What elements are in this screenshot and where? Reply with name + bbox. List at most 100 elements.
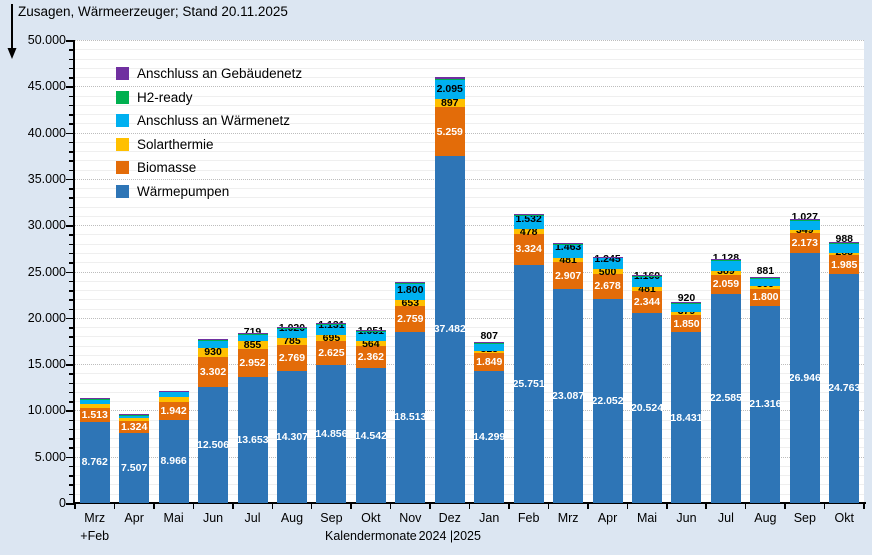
bar-segment-w-rmepumpen <box>198 387 229 503</box>
data-label: 920 <box>677 291 696 304</box>
gridline-minor <box>75 95 864 97</box>
y-tick-label: 20.000 <box>27 310 66 325</box>
legend-swatch-icon <box>116 161 129 175</box>
bar-segment-solarthermie <box>829 252 860 256</box>
y-tick <box>69 401 73 403</box>
y-tick <box>69 336 73 338</box>
bar-segment-w-rmepumpen <box>434 155 465 503</box>
gridline-minor <box>75 151 864 153</box>
y-tick <box>69 299 73 301</box>
x-tick <box>508 504 510 509</box>
gridline-major <box>75 225 864 227</box>
bar-segment-solarthermie <box>592 269 623 274</box>
data-label: 22.052 <box>591 394 624 407</box>
bar-segment-w-rmepumpen <box>829 273 860 503</box>
bar-segment-h2-ready <box>316 323 347 325</box>
gridline-minor <box>75 234 864 236</box>
y-tick-label: 10.000 <box>27 403 66 418</box>
bar-segment-anschluss-an-w-rmenetz <box>789 220 820 231</box>
data-label: 26.946 <box>788 372 821 385</box>
data-label: 14.299 <box>473 430 506 443</box>
bar-segment-solarthermie <box>553 257 584 263</box>
bar-segment-h2-ready <box>789 220 820 221</box>
bar-segment-h2-ready <box>119 414 150 416</box>
bar-segment-w-rmepumpen <box>474 370 505 503</box>
data-label: 8.966 <box>160 455 187 468</box>
bar-segment-h2-ready <box>158 391 189 392</box>
data-label: 2.678 <box>594 280 621 293</box>
y-tick <box>69 373 73 375</box>
bar-segment-anschluss-an-w-rmenetz <box>671 303 702 312</box>
y-tick <box>66 178 73 181</box>
gridline-minor <box>75 262 864 264</box>
gridline-minor <box>75 327 864 329</box>
y-tick <box>69 484 73 486</box>
data-label: 2.059 <box>712 278 740 291</box>
bar-segment-biomasse <box>198 356 229 388</box>
bar-segment-solarthermie <box>710 271 741 275</box>
y-tick <box>69 280 73 283</box>
data-label: 1.245 <box>594 252 621 265</box>
x-tick <box>74 504 76 509</box>
x-tick <box>153 504 155 509</box>
bar-segment-w-rmepumpen <box>276 370 307 503</box>
bar-segment-anschluss-an-geb-udenetz <box>474 341 505 343</box>
legend-label: Wärmepumpen <box>137 183 230 199</box>
bar-segment-solarthermie <box>355 341 386 347</box>
gridline-minor <box>75 465 864 467</box>
bar-segment-h2-ready <box>671 302 702 304</box>
gridline-minor <box>75 419 864 421</box>
bar-segment-anschluss-an-w-rmenetz <box>395 283 426 300</box>
gridline-minor <box>75 447 864 449</box>
legend-swatch-icon <box>116 114 129 128</box>
x-axis-sublabel: 2024 |2025 <box>418 529 481 543</box>
gridline-minor <box>75 438 864 440</box>
data-label: 37.482 <box>433 323 466 336</box>
y-tick <box>69 49 73 51</box>
data-label: 14.856 <box>315 428 348 441</box>
y-tick <box>66 456 73 459</box>
y-tick <box>69 419 73 422</box>
data-label: 807 <box>480 330 498 343</box>
y-tick <box>69 382 73 385</box>
gridline-minor <box>75 215 864 217</box>
bar-segment-biomasse <box>671 315 702 333</box>
y-tick <box>69 114 73 116</box>
gridline-minor <box>75 290 864 292</box>
data-label: 8.762 <box>81 456 108 469</box>
gridline-minor <box>75 243 864 245</box>
bar-segment-solarthermie <box>237 341 268 350</box>
bar-segment-w-rmepumpen <box>355 368 386 503</box>
y-tick <box>66 410 73 412</box>
gridline-minor <box>75 428 864 430</box>
bar-segment-biomasse <box>474 353 505 371</box>
bar-segment-solarthermie <box>513 229 544 234</box>
bar-segment-h2-ready <box>237 334 268 335</box>
bar-segment-w-rmepumpen <box>710 293 741 503</box>
y-tick-label: 50.000 <box>27 33 66 47</box>
bar-segment-biomasse <box>237 349 268 377</box>
gridline-major <box>75 86 864 88</box>
bar-segment-anschluss-an-geb-udenetz <box>671 301 702 303</box>
gridline-minor <box>75 252 864 254</box>
legend-swatch-icon <box>116 67 129 81</box>
bar-segment-solarthermie <box>276 337 307 345</box>
x-category-label: Jul <box>717 511 734 525</box>
gridline-minor <box>75 58 864 60</box>
data-label: 988 <box>835 232 854 245</box>
gridline-minor <box>75 206 864 208</box>
x-tick <box>666 504 668 509</box>
x-tick <box>468 504 471 509</box>
gridline-minor <box>75 373 864 375</box>
y-tick <box>69 169 73 172</box>
gridline-minor <box>75 104 864 106</box>
y-tick <box>69 428 73 431</box>
y-tick <box>69 493 73 496</box>
gridline-minor <box>75 123 864 125</box>
data-label: 2.362 <box>357 351 384 364</box>
bar-segment-anschluss-an-geb-udenetz <box>158 390 189 392</box>
bar-segment-anschluss-an-w-rmenetz <box>158 391 189 398</box>
x-tick <box>587 504 589 509</box>
legend-label: H2-ready <box>137 89 193 105</box>
y-tick <box>69 345 73 348</box>
